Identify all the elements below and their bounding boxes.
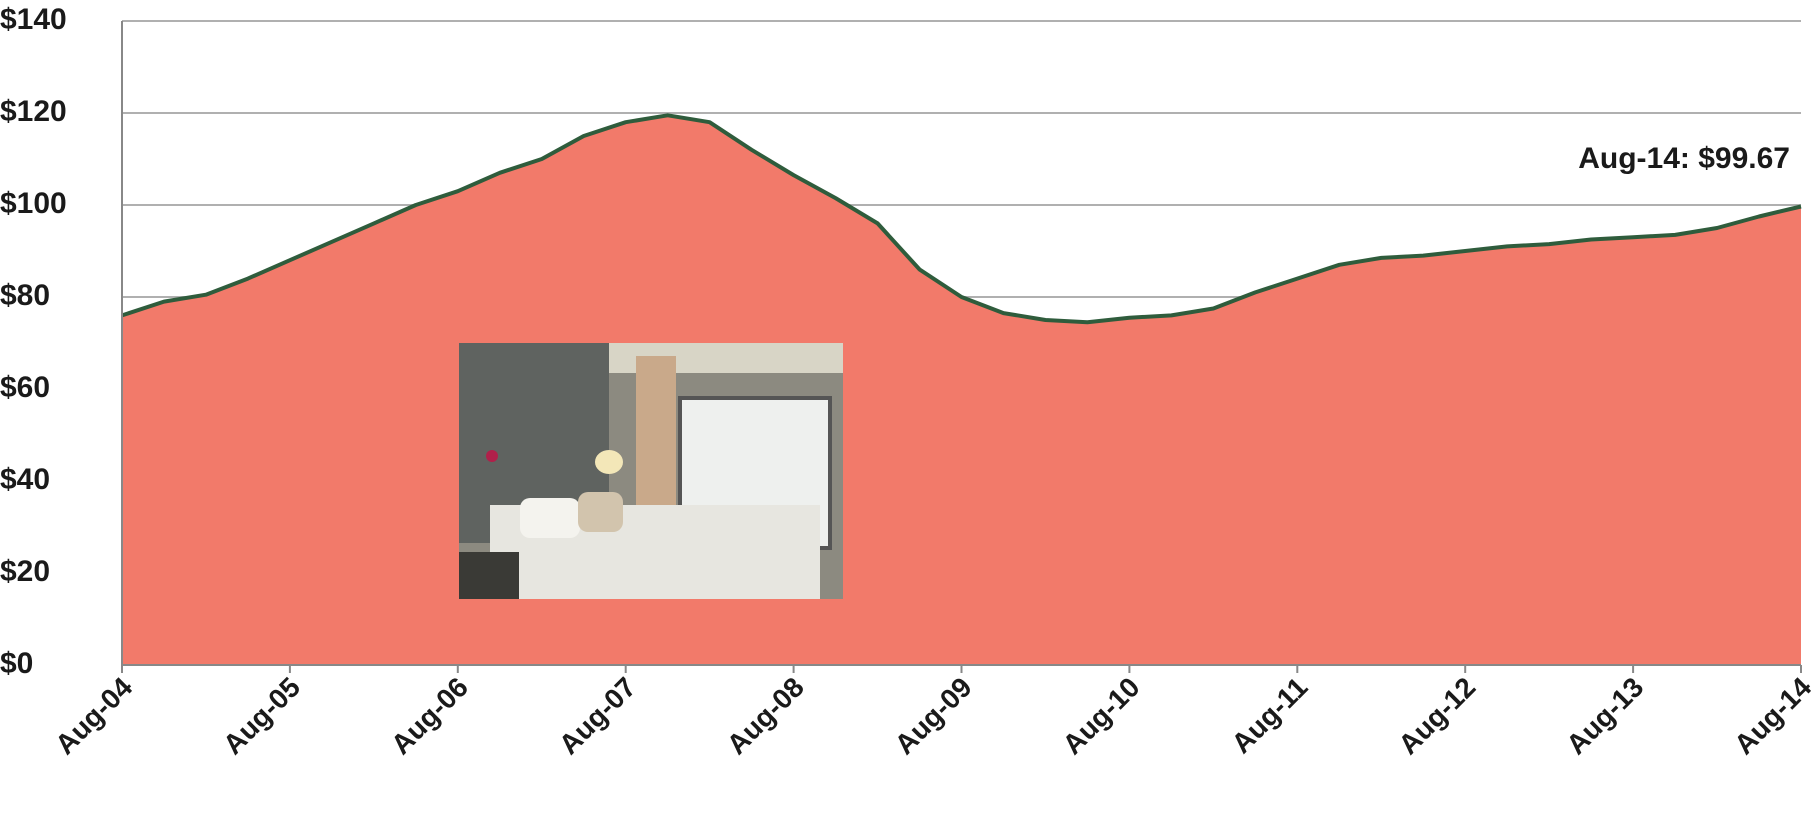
y-tick-label: $0 (0, 647, 33, 680)
x-tick-label: Aug-13 (1560, 671, 1649, 760)
photo-pillow (578, 492, 623, 532)
x-tick-label: Aug-12 (1392, 671, 1481, 760)
hotel-photo (459, 343, 843, 599)
annotation: Aug-14: $99.67 (1578, 142, 1790, 175)
y-tick-label: $140 (0, 3, 67, 36)
x-tick-label: Aug-07 (553, 671, 642, 760)
x-tick-label: Aug-10 (1057, 671, 1146, 760)
photo-nightstand (459, 552, 519, 599)
photo-curtain (636, 356, 676, 516)
photo-pillow (520, 498, 580, 538)
y-tick-label: $80 (0, 279, 50, 312)
area (122, 115, 1801, 666)
y-tick-label: $20 (0, 555, 50, 588)
line (121, 113, 1802, 325)
x-tick-label: Aug-04 (49, 671, 138, 760)
x-tick-label: Aug-08 (721, 671, 810, 760)
x-tick-label: Aug-06 (385, 671, 474, 760)
x-tick-label: Aug-11 (1226, 671, 1314, 759)
x-tick-label: Aug-14 (1728, 671, 1816, 760)
plot-area: $0 $20 $40 $60 $80 $100 $120 $140 Aug-04 Aug-05 Au… (0, 3, 1816, 760)
photo-flower (486, 450, 498, 462)
x-tick-label: Aug-05 (217, 671, 306, 760)
y-tick-label: $120 (0, 95, 67, 128)
y-tick-label: $60 (0, 371, 50, 404)
photo-lamp (595, 450, 623, 474)
y-tick-label: $40 (0, 463, 50, 496)
x-tick-label: Aug-09 (889, 671, 978, 760)
y-tick-label: $100 (0, 187, 67, 220)
